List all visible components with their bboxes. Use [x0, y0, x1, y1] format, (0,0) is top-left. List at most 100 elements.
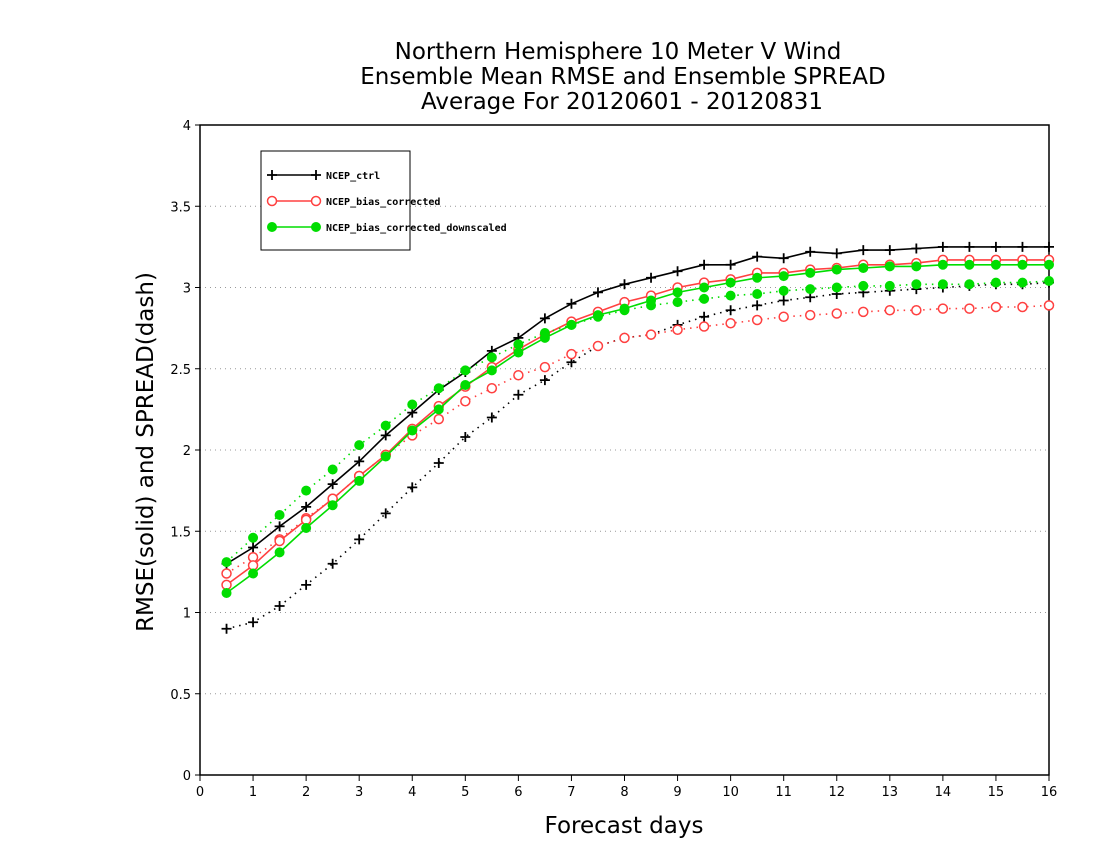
x-tick-label: 2 — [302, 785, 310, 800]
series-1-rmse-point — [831, 248, 842, 259]
series-3-rmse-point — [725, 277, 736, 288]
series-1-rmse-line — [226, 246, 1049, 565]
series-1-rmse-point — [778, 253, 789, 264]
series-3-rmse-point — [407, 425, 418, 436]
series-3-spread-point — [990, 277, 1001, 288]
x-tick-label: 12 — [828, 785, 845, 800]
series-3-spread-point — [354, 440, 365, 451]
series-1-rmse-point — [592, 287, 603, 298]
series-3-spread-point — [486, 352, 497, 363]
series-1-rmse-point — [646, 272, 657, 283]
series-1-spread-point — [513, 389, 524, 400]
series-3-rmse-line — [226, 263, 1049, 594]
series-2-spread-point — [751, 314, 763, 326]
series-3-rmse-point — [646, 295, 657, 306]
series-3-rmse-point — [937, 259, 948, 270]
legend-label: NCEP_ctrl — [326, 171, 380, 182]
series-1-rmse-point — [354, 456, 365, 467]
y-tick-label: 0 — [183, 769, 191, 784]
series-3-rmse-point — [884, 261, 895, 272]
series-1-rmse-point — [858, 245, 869, 256]
series-3-rmse-point — [1017, 259, 1028, 270]
y-tick-label: 3.5 — [170, 200, 191, 215]
legend-marker — [311, 170, 321, 180]
series-3-rmse-point — [619, 303, 630, 314]
series-2-rmse — [221, 254, 1055, 591]
x-tick-label: 1 — [249, 785, 257, 800]
series-3-rmse-point — [327, 500, 338, 511]
series-layer — [221, 241, 1055, 634]
series-1-rmse-point — [274, 521, 285, 532]
series-2-spread-point — [486, 383, 498, 394]
x-tick-label: 15 — [988, 785, 1005, 800]
series-1-spread-point — [327, 558, 338, 569]
series-3-spread-point — [433, 383, 444, 394]
series-2-spread-point — [884, 305, 896, 316]
series-1-rmse-point — [964, 241, 975, 252]
series-3-rmse-point — [964, 259, 975, 270]
series-3-rmse — [221, 259, 1054, 598]
series-2-spread-point — [804, 309, 816, 321]
series-3-rmse-point — [699, 282, 710, 293]
series-1-rmse-point — [752, 251, 763, 262]
series-1-rmse-point — [911, 243, 922, 254]
x-tick-label: 4 — [408, 785, 416, 800]
chart-title: Northern Hemisphere 10 Meter V Wind Ense… — [360, 39, 885, 115]
series-1-rmse-point — [990, 241, 1001, 252]
series-1-rmse-point — [248, 542, 259, 553]
x-tick-label: 11 — [775, 785, 792, 800]
y-tick-label: 3 — [183, 282, 191, 297]
series-3-spread-point — [380, 420, 391, 431]
series-3-rmse-point — [1044, 259, 1054, 270]
series-3-spread-point — [725, 290, 736, 301]
series-1-spread-point — [248, 617, 259, 628]
series-3-rmse-point — [592, 310, 603, 321]
series-3-spread-point — [831, 282, 842, 293]
series-3-spread-point — [460, 365, 471, 376]
series-2-spread-point — [513, 370, 524, 381]
series-1-spread-point — [460, 432, 471, 442]
series-3-rmse-point — [805, 267, 816, 278]
series-1-spread-point — [407, 482, 418, 493]
axis-ticks: 00.511.522.533.540 1 2 3 4 5 6 7 8 9 10 11 12 13 14 15 1… — [170, 119, 1057, 800]
series-3-rmse-point — [274, 547, 285, 558]
series-1-rmse-point — [619, 279, 630, 290]
series-1-rmse-point — [672, 266, 683, 277]
series-2-spread-point — [964, 303, 975, 314]
series-3-rmse-point — [539, 332, 550, 343]
series-2-spread-line — [226, 304, 1050, 575]
series-3-rmse-point — [858, 263, 869, 273]
legend: NCEP_ctrl NCEP_bias_corrected NCEP_bias_co… — [260, 150, 507, 251]
series-3-spread-point — [884, 280, 895, 291]
series-2-spread-point — [1043, 300, 1055, 311]
series-3-spread-point — [672, 297, 683, 308]
series-3-rmse-point — [486, 365, 497, 376]
x-tick-label: 13 — [882, 785, 899, 800]
series-2-spread-point — [831, 308, 842, 319]
series-3-rmse-point — [990, 259, 1001, 270]
legend-entry-3: NCEP_bias_corrected_downscaled — [267, 222, 507, 234]
series-2-spread-point — [592, 340, 604, 352]
series-1-rmse-point — [327, 479, 338, 490]
series-1-rmse-point — [1017, 241, 1028, 252]
legend-marker — [267, 222, 277, 232]
series-1-spread-point — [221, 623, 232, 634]
series-1-spread-point — [354, 534, 365, 545]
legend-marker — [267, 170, 277, 180]
series-1-rmse-point — [884, 245, 895, 256]
series-2-spread-point — [433, 413, 445, 425]
series-1-spread — [221, 277, 1054, 634]
series-2-spread-point — [460, 396, 471, 407]
x-tick-label: 0 — [196, 785, 204, 800]
legend-entry-1: NCEP_ctrl — [267, 170, 380, 182]
series-3-rmse-point — [248, 568, 259, 579]
title-line-3: Average For 20120601 - 20120831 — [421, 89, 823, 115]
y-tick-label: 4 — [183, 119, 191, 134]
legend-label: NCEP_bias_corrected_downscaled — [326, 222, 507, 234]
series-3-rmse-point — [513, 347, 524, 358]
y-tick-label: 0.5 — [170, 688, 191, 703]
series-1-spread-line — [226, 281, 1050, 630]
series-1-spread-point — [539, 375, 550, 386]
x-axis-label: Forecast days — [545, 813, 704, 839]
